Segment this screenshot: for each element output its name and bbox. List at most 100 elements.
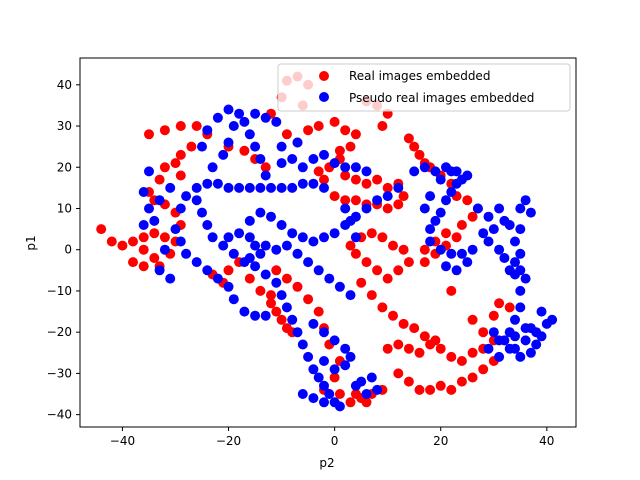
data-point — [228, 248, 239, 259]
data-point — [504, 302, 515, 313]
points-layer — [96, 71, 558, 412]
data-point — [313, 306, 324, 317]
data-point — [308, 154, 319, 164]
y-tick-label: −10 — [47, 284, 72, 298]
data-point — [350, 232, 361, 243]
data-point — [547, 314, 558, 325]
data-point — [334, 389, 345, 399]
data-point — [239, 145, 250, 156]
data-point — [478, 228, 489, 239]
data-point — [377, 121, 388, 131]
data-point — [255, 285, 266, 296]
data-point — [319, 356, 329, 366]
data-point — [228, 121, 239, 131]
data-point — [175, 121, 186, 131]
data-point — [313, 121, 324, 131]
data-point — [181, 248, 192, 259]
data-point — [334, 281, 345, 292]
data-point — [149, 228, 160, 239]
data-point — [531, 339, 542, 350]
data-point — [467, 372, 478, 383]
data-point — [488, 224, 499, 235]
data-point — [393, 182, 404, 193]
data-point — [441, 195, 451, 206]
data-point — [403, 257, 414, 268]
data-point — [175, 149, 186, 160]
data-point — [260, 162, 271, 173]
data-point — [515, 224, 526, 235]
data-point — [175, 236, 186, 247]
data-point — [170, 224, 181, 235]
data-point — [372, 265, 383, 276]
data-point — [106, 236, 117, 247]
data-point — [138, 261, 149, 272]
data-point — [271, 306, 282, 317]
data-point — [244, 215, 255, 226]
data-point — [340, 170, 351, 181]
data-point — [276, 141, 287, 152]
data-point — [154, 265, 165, 276]
data-point — [425, 236, 436, 247]
x-tick-label: −20 — [216, 434, 241, 448]
data-point — [319, 397, 329, 408]
data-point — [478, 327, 489, 338]
data-point — [292, 137, 303, 148]
data-point — [308, 393, 319, 404]
legend-label-pseudo: Pseudo real images embedded — [349, 91, 534, 105]
data-point — [329, 335, 340, 346]
data-point — [483, 343, 494, 354]
data-point — [483, 211, 494, 222]
data-point — [276, 290, 287, 301]
data-point — [515, 248, 526, 259]
data-point — [372, 174, 383, 185]
x-tick-label: −40 — [110, 434, 135, 448]
data-point — [419, 162, 430, 173]
data-point — [361, 178, 372, 189]
data-point — [292, 327, 303, 338]
data-point — [239, 306, 250, 317]
data-point — [266, 290, 276, 301]
data-point — [382, 203, 393, 214]
data-point — [281, 302, 292, 313]
data-point — [250, 141, 261, 152]
data-point — [345, 240, 356, 251]
data-point — [499, 253, 510, 263]
data-point — [494, 298, 505, 309]
data-point — [319, 232, 329, 243]
data-point — [250, 261, 261, 272]
data-point — [260, 112, 271, 123]
data-point — [297, 178, 308, 189]
data-point — [520, 195, 531, 206]
x-tick-label: 0 — [331, 434, 339, 448]
data-point — [478, 364, 489, 375]
data-point — [234, 108, 245, 119]
data-point — [250, 310, 261, 321]
data-point — [281, 129, 292, 140]
data-point — [425, 191, 436, 202]
data-point — [446, 285, 457, 296]
data-point — [244, 253, 255, 263]
data-point — [223, 281, 234, 292]
data-point — [525, 347, 536, 358]
data-point — [287, 314, 298, 325]
data-point — [260, 170, 271, 181]
series-0 — [96, 71, 515, 408]
data-point — [430, 215, 441, 226]
data-point — [191, 257, 202, 268]
data-point — [366, 372, 377, 383]
data-point — [393, 368, 404, 379]
data-point — [361, 203, 372, 214]
data-point — [494, 244, 505, 255]
data-point — [260, 240, 271, 251]
data-point — [303, 294, 314, 305]
data-point — [313, 372, 324, 383]
data-point — [456, 356, 467, 366]
data-point — [260, 310, 271, 321]
data-point — [244, 129, 255, 140]
data-point — [510, 236, 520, 247]
data-point — [207, 232, 218, 243]
data-point — [340, 162, 351, 173]
data-point — [96, 224, 107, 235]
data-point — [197, 141, 207, 152]
data-point — [494, 203, 505, 214]
